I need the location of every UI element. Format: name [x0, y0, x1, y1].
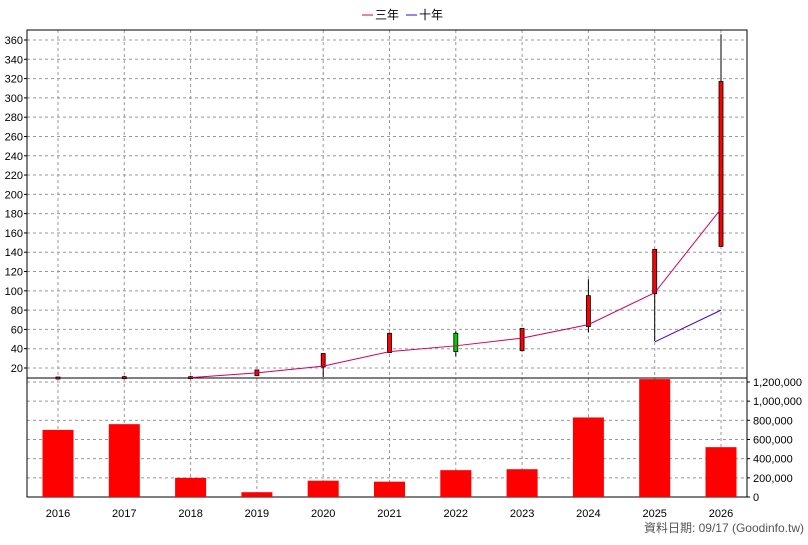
- volume-tick-label: 800,000: [753, 415, 793, 427]
- x-tick-label: 2019: [245, 508, 269, 520]
- volume-tick-label: 1,200,000: [753, 377, 802, 389]
- candle-body: [387, 332, 392, 353]
- price-tick-label: 260: [5, 131, 23, 143]
- price-tick-label: 40: [11, 344, 23, 356]
- price-tick-label: 120: [5, 267, 23, 279]
- moving-average-lines: [190, 208, 722, 379]
- legend-label-3y: 三年: [375, 8, 399, 22]
- x-tick-label: 2018: [178, 508, 202, 520]
- x-tick-label: 2020: [311, 508, 335, 520]
- candle-body: [453, 332, 459, 353]
- candle-body: [320, 353, 326, 368]
- series-line: [654, 309, 722, 343]
- price-tick-label: 240: [5, 151, 23, 163]
- legend-label-10y: 十年: [419, 8, 443, 22]
- candle-body: [519, 328, 525, 352]
- x-tick-label: 2022: [444, 508, 468, 520]
- source-note: 資料日期: 09/17 (Goodinfo.tw): [644, 521, 804, 535]
- x-tick-label: 2021: [377, 508, 401, 520]
- volume-bar: [506, 469, 538, 497]
- price-tick-label: 180: [5, 209, 23, 221]
- volume-tick-label: 1,000,000: [753, 396, 802, 408]
- legend: 三年 十年: [362, 8, 443, 22]
- volume-tick-label: 400,000: [753, 454, 793, 466]
- candle-body: [121, 376, 127, 380]
- volume-bars: [42, 379, 737, 497]
- price-tick-label: 280: [5, 112, 23, 124]
- tick-labels: 2016 2017 2018 2019 2020 2021 2022 2023 2024 2025…: [5, 35, 802, 520]
- price-tick-label: 340: [5, 54, 23, 66]
- volume-bar: [639, 379, 671, 497]
- x-tick-label: 2017: [112, 508, 136, 520]
- candle-body: [55, 376, 61, 380]
- series-line: [190, 208, 722, 379]
- candle-body: [652, 248, 658, 295]
- volume-tick-label: 0: [753, 492, 759, 504]
- price-tick-label: 80: [11, 305, 23, 317]
- volume-bar: [241, 492, 273, 497]
- volume-tick-label: 200,000: [753, 473, 793, 485]
- price-tick-label: 200: [5, 189, 23, 201]
- volume-bar: [175, 477, 207, 497]
- volume-bar: [42, 429, 74, 497]
- candle-body: [586, 295, 591, 327]
- price-tick-label: 360: [5, 35, 23, 47]
- x-tick-label: 2024: [576, 508, 600, 520]
- price-tick-label: 320: [5, 74, 23, 86]
- price-tick-label: 20: [11, 363, 23, 375]
- price-tick-label: 300: [5, 93, 23, 105]
- price-tick-label: 140: [5, 247, 23, 259]
- x-tick-label: 2025: [642, 508, 666, 520]
- price-tick-label: 220: [5, 170, 23, 182]
- volume-bar: [307, 480, 339, 497]
- volume-bar: [572, 417, 604, 497]
- price-tick-label: 60: [11, 324, 23, 336]
- volume-bar: [108, 424, 140, 497]
- price-tick-label: 100: [5, 286, 23, 298]
- volume-bar: [705, 447, 737, 497]
- price-panel-frame: [26, 29, 748, 379]
- price-tick-label: 160: [5, 228, 23, 240]
- x-tick-label: 2016: [46, 508, 70, 520]
- x-tick-label: 2023: [510, 508, 534, 520]
- volume-tick-label: 600,000: [753, 435, 793, 447]
- grid: [27, 30, 747, 498]
- volume-bar: [440, 470, 472, 497]
- candle-body: [718, 81, 724, 247]
- x-tick-label: 2026: [709, 508, 733, 520]
- volume-bar: [374, 481, 405, 497]
- candlesticks: [55, 34, 724, 380]
